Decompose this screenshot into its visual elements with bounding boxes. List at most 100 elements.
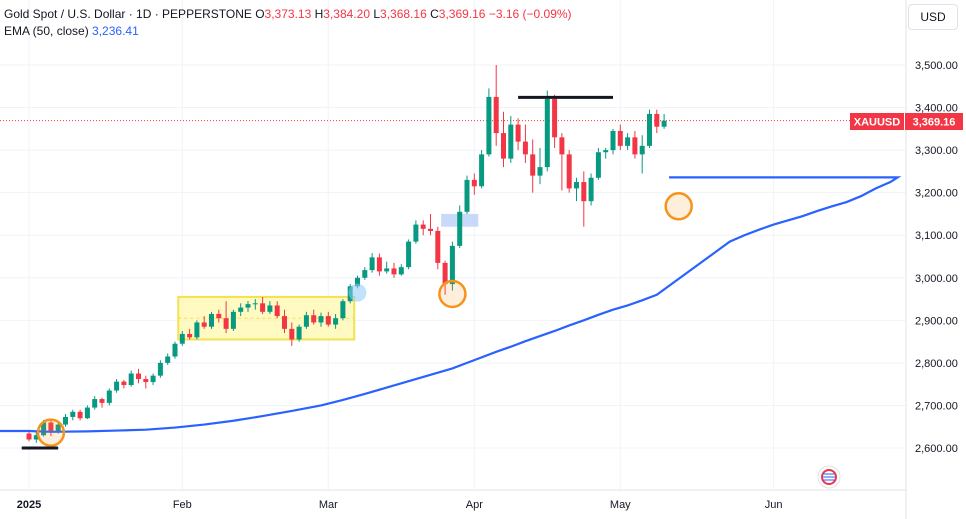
- candle: [486, 88, 492, 157]
- candle: [413, 220, 419, 244]
- candle: [559, 133, 565, 191]
- candle: [501, 111, 506, 168]
- candle: [252, 299, 258, 310]
- candle: [128, 370, 134, 387]
- candle: [493, 65, 499, 146]
- x-tick-label: Mar: [319, 499, 338, 511]
- price-tag: XAUUSD 3,369.16: [850, 113, 963, 130]
- y-tick-label: 2,700.00: [915, 400, 958, 412]
- low-value: 3,368.16: [380, 7, 427, 21]
- ema-layer: [0, 176, 902, 433]
- candle: [479, 150, 485, 189]
- candle: [325, 311, 331, 327]
- candle: [617, 124, 623, 151]
- ohlc-row: Gold Spot / U.S. Dollar · 1D · PEPPERSTO…: [4, 6, 572, 23]
- candle: [165, 353, 171, 366]
- high-label: H: [314, 7, 324, 21]
- candle: [179, 330, 185, 346]
- currency-button[interactable]: USD: [908, 4, 958, 30]
- candle: [508, 116, 514, 163]
- ticker-tag: XAUUSD: [854, 117, 901, 129]
- candle: [136, 368, 141, 384]
- candle: [574, 177, 579, 202]
- candle: [230, 309, 236, 331]
- candle: [384, 261, 390, 274]
- candle: [238, 303, 244, 317]
- candle: [303, 311, 309, 329]
- candle: [209, 311, 214, 329]
- highlight-circle: [438, 279, 467, 309]
- candle: [92, 396, 98, 410]
- candle: [471, 173, 477, 195]
- candle: [639, 135, 645, 174]
- tradingview-logo-icon[interactable]: [817, 465, 841, 489]
- candle: [187, 328, 193, 340]
- candle: [420, 220, 426, 236]
- candle: [625, 133, 631, 151]
- candle: [33, 431, 39, 443]
- candle: [391, 262, 397, 278]
- candle: [515, 118, 521, 151]
- open-value: 3,373.13: [264, 7, 312, 21]
- candle: [552, 94, 558, 148]
- candle: [566, 150, 572, 193]
- candle: [522, 124, 528, 163]
- candle: [654, 109, 660, 134]
- candle: [588, 173, 594, 206]
- candle: [449, 241, 455, 291]
- candle: [318, 312, 324, 327]
- symbol-title[interactable]: Gold Spot / U.S. Dollar · 1D · PEPPERSTO…: [4, 7, 252, 21]
- candle: [63, 413, 68, 427]
- candle: [106, 388, 112, 406]
- close-label: C: [430, 7, 439, 21]
- candle: [603, 147, 609, 159]
- candle: [333, 313, 339, 329]
- candle: [398, 264, 404, 276]
- y-tick-label: 3,100.00: [915, 230, 958, 242]
- x-tick-label: Jun: [765, 499, 783, 511]
- ema-row: EMA (50, close) 3,236.41: [4, 23, 572, 40]
- high-value: 3,384.20: [323, 7, 370, 21]
- candle: [70, 409, 76, 421]
- y-tick-label: 3,000.00: [915, 273, 958, 285]
- candle: [632, 130, 638, 159]
- candle: [376, 253, 382, 276]
- candle: [267, 301, 273, 314]
- candle: [464, 175, 470, 214]
- candle: [661, 113, 667, 129]
- candle: [296, 324, 302, 342]
- price-tag-value: 3,369.16: [913, 117, 956, 129]
- close-value: 3,369.16: [438, 7, 486, 21]
- candle: [369, 253, 375, 273]
- candle: [223, 301, 229, 334]
- candle: [172, 341, 178, 359]
- chart-legend: Gold Spot / U.S. Dollar · 1D · PEPPERSTO…: [4, 6, 572, 40]
- candle: [442, 260, 448, 295]
- candle: [216, 309, 222, 323]
- ema-label[interactable]: EMA (50, close): [4, 24, 89, 38]
- open-label: O: [255, 7, 265, 21]
- y-tick-label: 3,200.00: [915, 188, 958, 200]
- candle: [201, 316, 207, 329]
- annotations-back: [0, 120, 906, 341]
- x-tick-label: Apr: [466, 499, 483, 511]
- candle: [647, 109, 652, 148]
- x-tick-label: Feb: [173, 499, 192, 511]
- x-tick-label: 2025: [17, 499, 41, 511]
- candle: [289, 322, 295, 346]
- candle: [340, 299, 346, 321]
- ema-line: [0, 176, 902, 433]
- y-tick-label: 2,600.00: [915, 443, 958, 455]
- candle: [457, 205, 463, 248]
- y-tick-label: 2,800.00: [915, 358, 958, 370]
- candle: [26, 430, 32, 442]
- candle: [77, 409, 83, 421]
- candle: [581, 171, 587, 227]
- y-tick-label: 3,500.00: [915, 60, 958, 72]
- candle: [544, 90, 550, 172]
- candle: [99, 397, 105, 408]
- grid-lines: [0, 0, 906, 490]
- candle: [121, 379, 127, 389]
